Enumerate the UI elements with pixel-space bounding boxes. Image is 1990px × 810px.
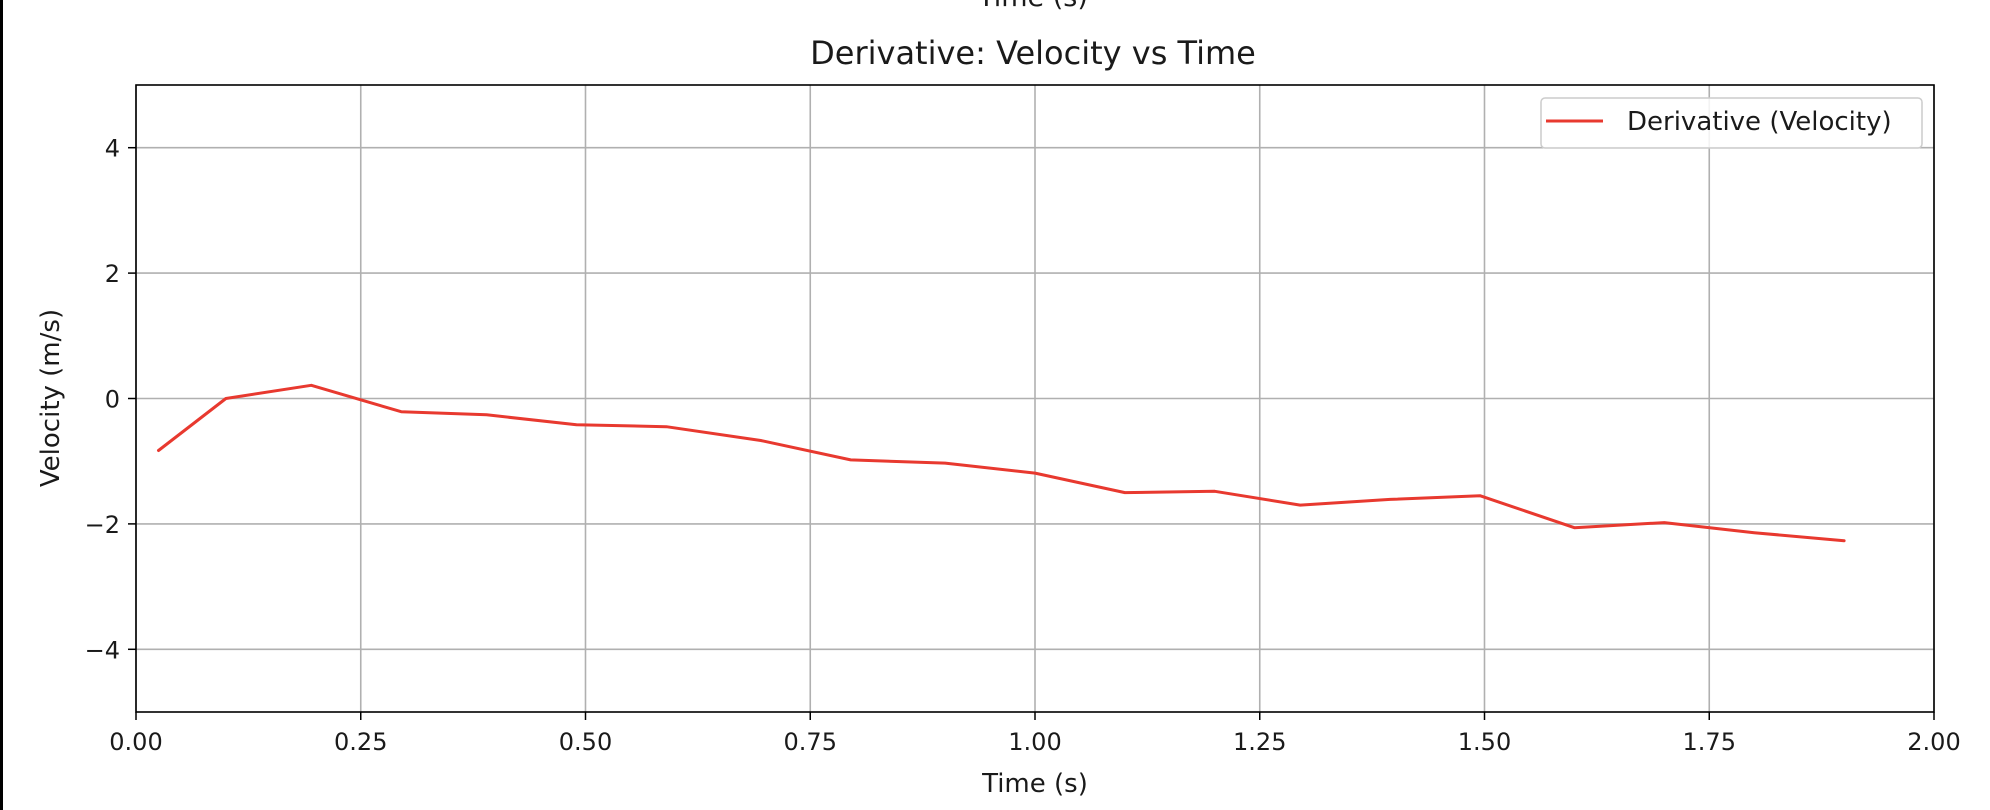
legend-label: Derivative (Velocity) xyxy=(1627,107,1892,137)
chart-svg: Time (s) Derivative: Velocity vs Time 0.… xyxy=(36,0,1961,799)
x-tick-label: 2.00 xyxy=(1907,728,1960,756)
x-tick-label: 1.50 xyxy=(1458,728,1511,756)
y-tick-label: 2 xyxy=(105,260,120,288)
x-tick-label: 1.25 xyxy=(1233,728,1286,756)
y-axis-label: Velocity (m/s) xyxy=(36,309,66,487)
legend-box xyxy=(1540,97,1923,149)
y-tick-label: −4 xyxy=(85,636,120,664)
top-partial-label: Time (s) xyxy=(977,0,1088,13)
chart-canvas: Time (s) Derivative: Velocity vs Time 0.… xyxy=(3,0,1990,810)
x-tick-label: 0.50 xyxy=(559,728,612,756)
series-line-velocity xyxy=(157,383,1846,543)
x-tick-label: 1.00 xyxy=(1008,728,1061,756)
legend: Derivative (Velocity) xyxy=(1540,97,1923,149)
axis-ticks: 0.00 0.25 0.50 0.75 1.00 1.25 1.50 1.75 2.00 4 2 0 −… xyxy=(85,135,1961,756)
x-axis-label: Time (s) xyxy=(981,769,1088,799)
grid-lines xyxy=(135,85,1935,712)
y-tick-label: 0 xyxy=(105,386,120,414)
chart-title: Derivative: Velocity vs Time xyxy=(810,34,1256,72)
x-tick-label: 1.75 xyxy=(1683,728,1736,756)
y-tick-label: 4 xyxy=(105,135,120,163)
x-tick-label: 0.75 xyxy=(784,728,837,756)
series-layer xyxy=(157,383,1846,543)
x-tick-label: 0.00 xyxy=(109,728,162,756)
x-tick-label: 0.25 xyxy=(334,728,387,756)
y-tick-label: −2 xyxy=(85,511,120,539)
